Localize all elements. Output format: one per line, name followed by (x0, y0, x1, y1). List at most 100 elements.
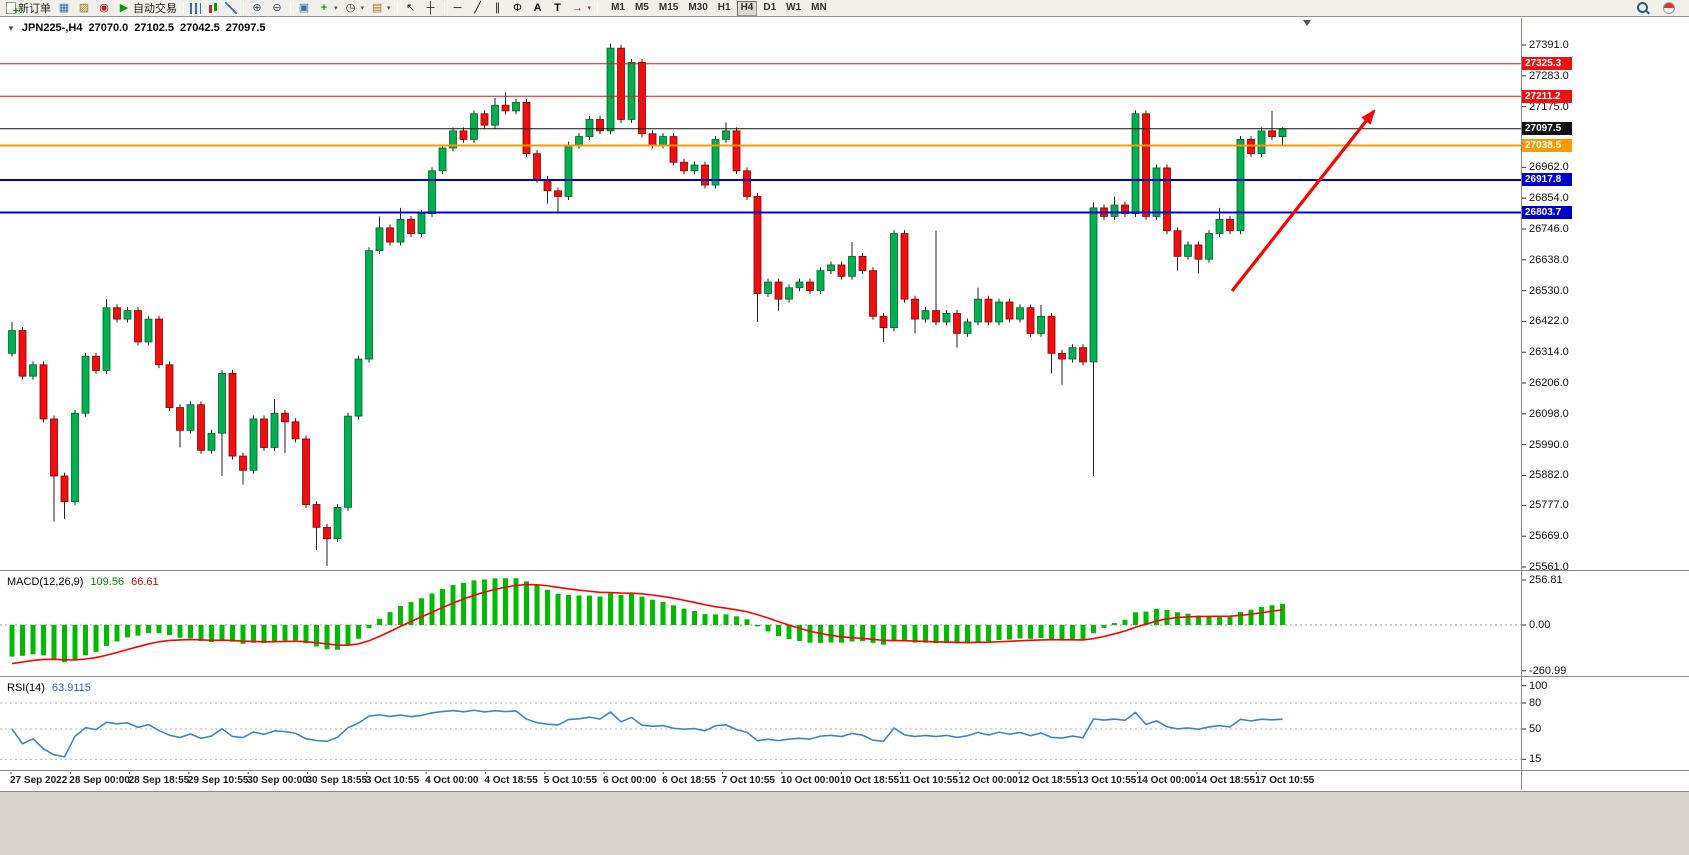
dropdown-caret-icon: ▾ (387, 5, 391, 12)
rsi-name: RSI(14) (7, 682, 45, 694)
crosshair-icon: ┼ (426, 2, 435, 14)
timeframe-d1[interactable]: D1 (763, 1, 777, 13)
toolbar-separator (243, 2, 244, 14)
window-bottom-strip (0, 791, 1689, 855)
timeframe-m1[interactable]: M1 (611, 1, 625, 13)
charts-button[interactable]: ▦ (54, 1, 74, 16)
timeframe-h1[interactable]: H1 (717, 1, 731, 13)
dropdown-caret-icon: ▾ (587, 5, 592, 12)
timeframe-toolbar: M1 M5 M15 M30 H1 H4 D1 W1 MN (606, 0, 832, 16)
line-icon (225, 2, 237, 14)
zoom-out-button[interactable]: ⊖ (267, 1, 287, 16)
zoom-out-icon: ⊖ (272, 2, 282, 14)
chart-high-value: 27102.5 (134, 22, 174, 34)
panel-splitter-macd[interactable] (0, 570, 1689, 572)
community-button[interactable] (1660, 1, 1678, 16)
timeframe-w1[interactable]: W1 (786, 1, 802, 13)
label-icon: T (554, 2, 561, 14)
chart-window-icon: ▦ (58, 2, 70, 14)
channel-icon: ∥ (494, 2, 501, 14)
trendline-icon: ╱ (474, 2, 481, 14)
chart-open-value: 27070.0 (88, 22, 129, 34)
hline-icon: ─ (453, 2, 462, 14)
rsi-line (11, 709, 1283, 758)
timeframe-mn[interactable]: MN (811, 1, 827, 13)
candlestick-series (8, 43, 1287, 566)
rsi-value: 63.9115 (51, 682, 91, 694)
fibonacci-button[interactable]: Φ (508, 1, 528, 16)
timeframe-m5[interactable]: M5 (634, 1, 649, 13)
collapse-icon[interactable]: ▼ (7, 23, 15, 33)
community-icon (1663, 2, 1675, 14)
macd-signal-line (11, 583, 1283, 665)
auto-trading-button-label: 自动交易 (133, 3, 177, 15)
periods-button[interactable]: ◷ ▾ (341, 1, 368, 16)
templates-button[interactable]: ▤ ▾ (367, 1, 394, 16)
axis-ticks (10, 20, 1526, 774)
panel-splitter-rsi[interactable] (0, 676, 1689, 678)
cursor-icon: ↖ (405, 2, 416, 14)
horizontal-line-button[interactable]: ─ (448, 1, 468, 16)
crosshair-button[interactable]: ┼ (421, 1, 441, 16)
cursor-button[interactable]: ↖ (401, 1, 421, 16)
tile-windows-button[interactable]: ▣ (294, 1, 314, 16)
toolbar-separator (443, 2, 445, 14)
zoom-in-button[interactable]: ⊕ (247, 1, 267, 16)
horizontal-line-objects[interactable] (0, 63, 1521, 214)
search-button[interactable] (1633, 1, 1653, 16)
rsi-indicator-label: RSI(14) 63.9115 (7, 682, 91, 694)
line-chart-button[interactable] (222, 1, 240, 16)
auto-trading-button[interactable]: ▶ 自动交易 (114, 1, 180, 16)
zoom-in-icon: ⊕ (252, 2, 262, 14)
bars-icon (190, 2, 201, 14)
timeframe-m15[interactable]: M15 (658, 1, 679, 13)
arrows-button[interactable]: → ▾ (568, 1, 595, 16)
chart-close-value: 27097.5 (225, 22, 266, 34)
trend-arrow-line (1230, 109, 1376, 292)
macd-name: MACD(12,26,9) (7, 576, 84, 588)
clock-icon: ◷ (345, 2, 356, 14)
chart-symbol-period: JPN225-,H4 (21, 22, 83, 34)
toolbar-separator (597, 2, 599, 14)
text-icon: A (533, 2, 542, 14)
metaquotes-button[interactable]: ◉ (94, 1, 114, 16)
timeframe-h4[interactable]: H4 (736, 0, 758, 16)
bar-chart-button[interactable] (187, 1, 204, 16)
equidistant-channel-button[interactable]: ∥ (488, 1, 508, 16)
candlestick-chart-button[interactable] (204, 1, 222, 16)
toolbar-separator (290, 2, 291, 14)
chart-shift-marker (1303, 20, 1311, 26)
chart-canvas[interactable] (0, 0, 1689, 791)
profiles-button[interactable]: ▨ (74, 1, 94, 16)
new-order-icon (6, 2, 19, 17)
chart-low-value: 27042.5 (180, 22, 220, 34)
toolbar-right-group (1633, 0, 1678, 16)
fibonacci-icon: Φ (513, 2, 522, 14)
price-axis-separator (1521, 18, 1522, 790)
search-icon (1636, 1, 1650, 15)
main-toolbar: 新订单▦▨◉▶自动交易⊕⊖▣+▾◷▾▤▾↖┼─╱∥ΦAT→▾ M1M5M15M3… (0, 0, 1689, 17)
metaquotes-icon: ◉ (99, 2, 109, 14)
trendline-button[interactable]: ╱ (468, 1, 488, 16)
macd-signal-value: 66.61 (131, 576, 159, 588)
macd-main-value: 109.56 (90, 576, 125, 588)
autotrade-play-icon: ▶ (119, 2, 129, 14)
chart-ohlc-header: ▼ JPN225-,H4 27070.0 27102.5 27042.5 270… (7, 22, 266, 34)
indicators-button[interactable]: + ▾ (314, 1, 341, 16)
new-order-button[interactable]: 新订单 (3, 1, 54, 17)
toolbar-button-group: 新订单▦▨◉▶自动交易⊕⊖▣+▾◷▾▤▾↖┼─╱∥ΦAT→▾ (3, 0, 601, 17)
time-axis-divider (0, 770, 1689, 772)
toolbar-separator (396, 2, 398, 14)
dropdown-caret-icon: ▾ (360, 5, 365, 12)
text-button[interactable]: A (528, 1, 548, 16)
indicators-icon: + (320, 2, 328, 14)
candles-icon (207, 2, 219, 15)
templates-icon: ▤ (371, 2, 383, 14)
dropdown-caret-icon: ▾ (334, 5, 338, 12)
macd-indicator-label: MACD(12,26,9) 109.56 66.61 (7, 576, 159, 588)
label-button[interactable]: T (548, 1, 568, 16)
arrow-object-icon: → (572, 2, 584, 14)
trend-arrow-object[interactable] (1230, 109, 1376, 292)
timeframe-m30[interactable]: M30 (688, 1, 708, 13)
